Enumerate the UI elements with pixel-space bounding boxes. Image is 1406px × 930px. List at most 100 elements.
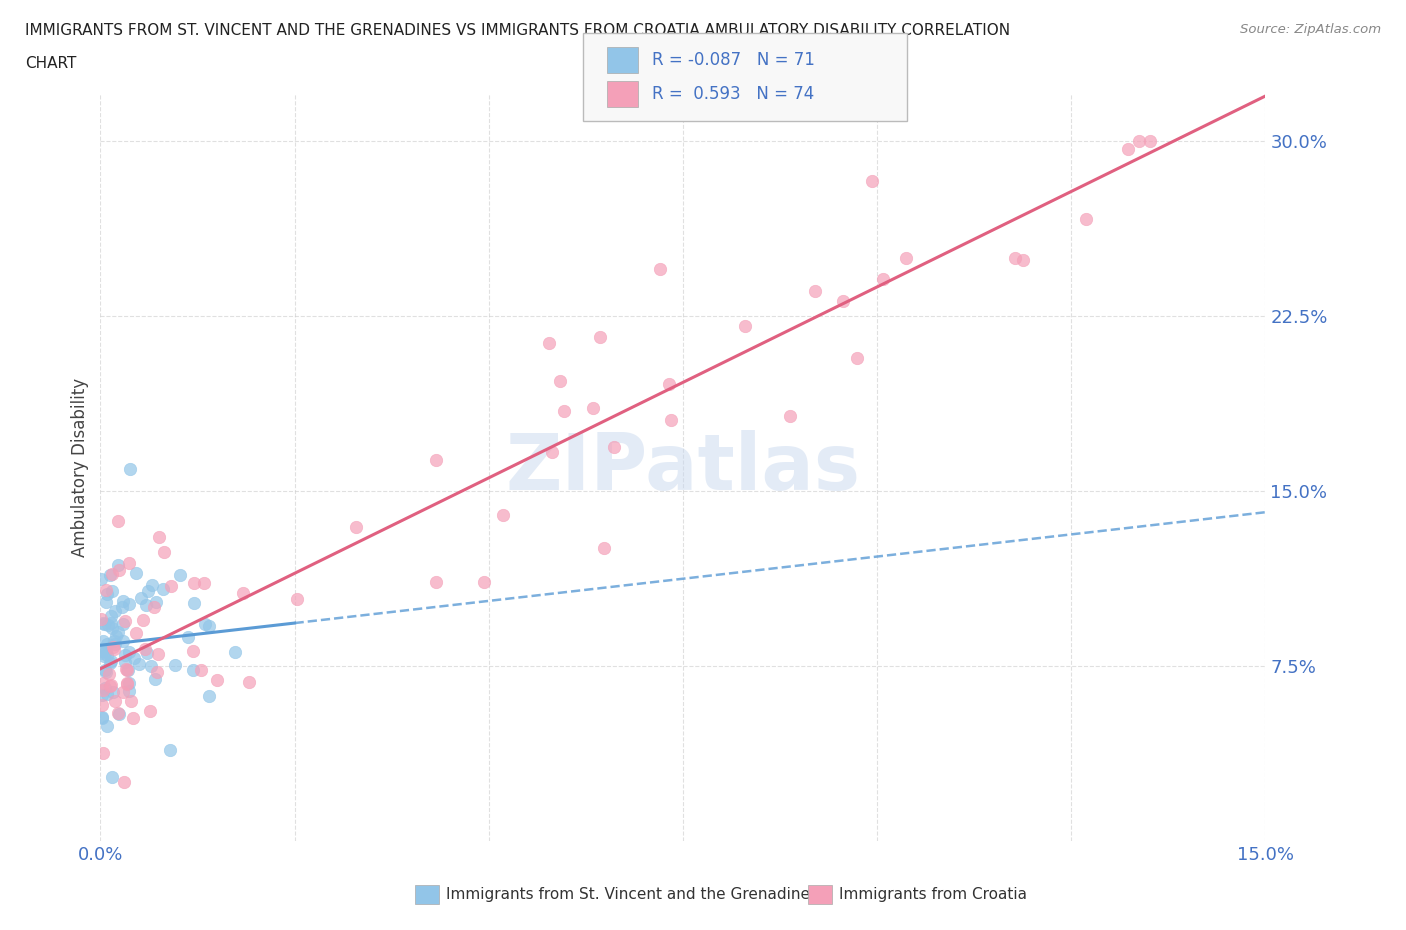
- Point: [152, 581, 174, 596]
- Point: [540, 445, 562, 459]
- Point: [143, 600, 166, 615]
- Point: [94, 662, 117, 677]
- Text: R = -0.087   N = 71: R = -0.087 N = 71: [652, 51, 815, 70]
- Point: [115, 662, 138, 677]
- Point: [183, 644, 205, 658]
- Point: [96, 595, 118, 610]
- Point: [163, 658, 186, 673]
- Point: [94, 680, 117, 695]
- Point: [145, 594, 167, 609]
- Point: [93, 675, 115, 690]
- Point: [232, 586, 254, 601]
- Point: [100, 654, 122, 669]
- Point: [285, 591, 308, 606]
- Point: [804, 284, 827, 299]
- Point: [779, 408, 801, 423]
- Point: [111, 633, 134, 648]
- Point: [592, 540, 614, 555]
- Point: [118, 675, 141, 690]
- Point: [104, 629, 127, 644]
- Point: [734, 319, 756, 334]
- Point: [96, 686, 118, 701]
- Point: [139, 658, 162, 673]
- Point: [93, 617, 115, 631]
- Point: [122, 650, 145, 665]
- Point: [101, 684, 124, 699]
- Point: [107, 557, 129, 572]
- Point: [94, 665, 117, 680]
- Point: [100, 609, 122, 624]
- Point: [538, 335, 561, 350]
- Point: [832, 293, 855, 308]
- Point: [107, 625, 129, 640]
- Point: [582, 401, 605, 416]
- Y-axis label: Ambulatory Disability: Ambulatory Disability: [72, 378, 89, 557]
- Point: [114, 655, 136, 670]
- Point: [110, 600, 132, 615]
- Text: Source: ZipAtlas.com: Source: ZipAtlas.com: [1240, 23, 1381, 36]
- Point: [146, 646, 169, 661]
- Point: [896, 251, 918, 266]
- Point: [114, 661, 136, 676]
- Point: [118, 596, 141, 611]
- Point: [100, 616, 122, 631]
- Point: [100, 620, 122, 635]
- Point: [135, 645, 157, 660]
- Point: [96, 648, 118, 663]
- Point: [91, 616, 114, 631]
- Point: [101, 566, 124, 581]
- Point: [98, 678, 121, 693]
- Point: [193, 576, 215, 591]
- Text: Immigrants from St. Vincent and the Grenadines: Immigrants from St. Vincent and the Gren…: [446, 887, 818, 902]
- Point: [118, 684, 141, 698]
- Point: [91, 644, 114, 658]
- Point: [96, 587, 118, 602]
- Point: [1012, 253, 1035, 268]
- Point: [96, 637, 118, 652]
- Point: [98, 656, 121, 671]
- Point: [190, 663, 212, 678]
- Point: [194, 617, 217, 631]
- Point: [112, 617, 135, 631]
- Point: [425, 453, 447, 468]
- Point: [198, 688, 221, 703]
- Point: [205, 672, 228, 687]
- Point: [148, 530, 170, 545]
- Text: Immigrants from Croatia: Immigrants from Croatia: [839, 887, 1028, 902]
- Point: [846, 350, 869, 365]
- Point: [152, 545, 174, 560]
- Point: [93, 649, 115, 664]
- Point: [107, 705, 129, 720]
- Point: [122, 711, 145, 725]
- Point: [103, 633, 125, 648]
- Point: [118, 556, 141, 571]
- Point: [101, 640, 124, 655]
- Point: [114, 614, 136, 629]
- Point: [103, 642, 125, 657]
- Point: [112, 593, 135, 608]
- Point: [183, 576, 205, 591]
- Point: [136, 583, 159, 598]
- Point: [129, 591, 152, 605]
- Point: [139, 704, 162, 719]
- Point: [112, 775, 135, 790]
- Point: [224, 645, 246, 660]
- Point: [1004, 250, 1026, 265]
- Point: [134, 641, 156, 656]
- Point: [198, 619, 221, 634]
- Point: [118, 644, 141, 659]
- Point: [472, 574, 495, 589]
- Point: [90, 698, 112, 712]
- Point: [141, 578, 163, 592]
- Point: [143, 671, 166, 686]
- Point: [98, 568, 121, 583]
- Point: [98, 667, 121, 682]
- Point: [176, 630, 198, 644]
- Point: [860, 173, 883, 188]
- Point: [125, 565, 148, 580]
- Point: [1128, 133, 1150, 148]
- Point: [588, 329, 610, 344]
- Point: [1074, 211, 1097, 226]
- Point: [118, 462, 141, 477]
- Point: [108, 707, 131, 722]
